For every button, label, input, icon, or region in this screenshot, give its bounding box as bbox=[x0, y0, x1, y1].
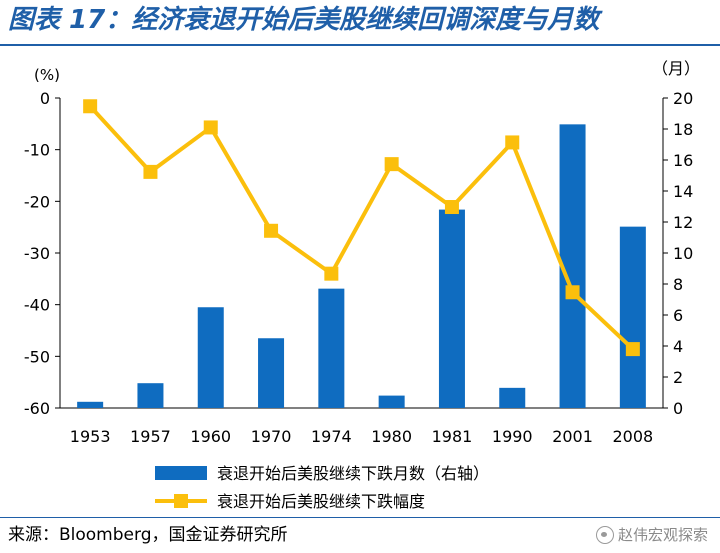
x-tick-label: 1960 bbox=[190, 427, 231, 446]
x-tick-label: 1980 bbox=[371, 427, 412, 446]
right-axis-unit: （月） bbox=[652, 59, 700, 78]
left-tick-label: -60 bbox=[24, 399, 50, 418]
title-divider bbox=[0, 44, 720, 46]
legend-bar-swatch bbox=[155, 466, 207, 480]
right-tick-label: 20 bbox=[673, 89, 693, 108]
right-tick-label: 14 bbox=[673, 182, 693, 201]
line-point bbox=[444, 200, 459, 215]
x-tick-label: 2008 bbox=[612, 427, 653, 446]
bar bbox=[438, 209, 465, 408]
right-tick-label: 6 bbox=[673, 306, 683, 325]
bar bbox=[197, 307, 224, 408]
line-point bbox=[203, 120, 218, 135]
x-tick-label: 1974 bbox=[311, 427, 352, 446]
line-point bbox=[384, 157, 399, 172]
x-tick-label: 1953 bbox=[70, 427, 111, 446]
chart-title: 图表 17：经济衰退开始后美股继续回调深度与月数 bbox=[8, 5, 600, 35]
right-tick-label: 12 bbox=[673, 213, 693, 232]
bar bbox=[318, 288, 345, 408]
right-tick-label: 4 bbox=[673, 337, 683, 356]
watermark: 赵伟宏观探索 bbox=[595, 524, 708, 545]
bar bbox=[499, 387, 526, 408]
combo-chart: 0 -10 -20 -30 -40 -50 -60 0 2 4 6 8 10 12 14 16 18 20 (%) （… bbox=[24, 59, 700, 511]
x-tick-label: 2001 bbox=[552, 427, 593, 446]
left-tick-label: 0 bbox=[40, 89, 50, 108]
bar bbox=[619, 226, 646, 408]
left-tick-label: -50 bbox=[24, 347, 50, 366]
watermark-text: 赵伟宏观探索 bbox=[617, 526, 708, 544]
right-tick-label: 16 bbox=[673, 151, 693, 170]
right-tick-label: 10 bbox=[673, 244, 693, 263]
bar bbox=[378, 395, 405, 408]
left-axis-unit: (%) bbox=[34, 66, 60, 84]
right-tick-label: 8 bbox=[673, 275, 683, 294]
source-divider bbox=[0, 517, 720, 518]
right-tick-label: 0 bbox=[673, 399, 683, 418]
line-point bbox=[83, 99, 98, 114]
bar bbox=[77, 401, 104, 408]
bar bbox=[258, 338, 285, 408]
right-tick-label: 18 bbox=[673, 120, 693, 139]
x-tick-label: 1957 bbox=[130, 427, 171, 446]
right-tick-label: 2 bbox=[673, 368, 683, 387]
line-point bbox=[505, 135, 520, 150]
line-point bbox=[625, 342, 640, 357]
wechat-icon bbox=[595, 525, 614, 544]
left-tick-label: -30 bbox=[24, 244, 50, 263]
line-point bbox=[324, 266, 339, 281]
x-tick-label: 1981 bbox=[432, 427, 473, 446]
series-line bbox=[88, 104, 635, 351]
left-tick-label: -10 bbox=[24, 141, 50, 160]
x-tick-label: 1990 bbox=[492, 427, 533, 446]
x-tick-label: 1970 bbox=[251, 427, 292, 446]
legend-bar-label: 衰退开始后美股继续下跌月数（右轴） bbox=[217, 464, 489, 483]
line-point bbox=[264, 223, 279, 238]
left-tick-label: -20 bbox=[24, 192, 50, 211]
bar bbox=[137, 383, 164, 408]
legend-line-label: 衰退开始后美股继续下跌幅度 bbox=[217, 492, 425, 511]
left-tick-label: -40 bbox=[24, 296, 50, 315]
source-note: 来源：Bloomberg，国金证券研究所 bbox=[8, 525, 288, 545]
line-point bbox=[143, 164, 158, 179]
legend-line-marker bbox=[174, 494, 188, 508]
line-point bbox=[565, 285, 580, 300]
